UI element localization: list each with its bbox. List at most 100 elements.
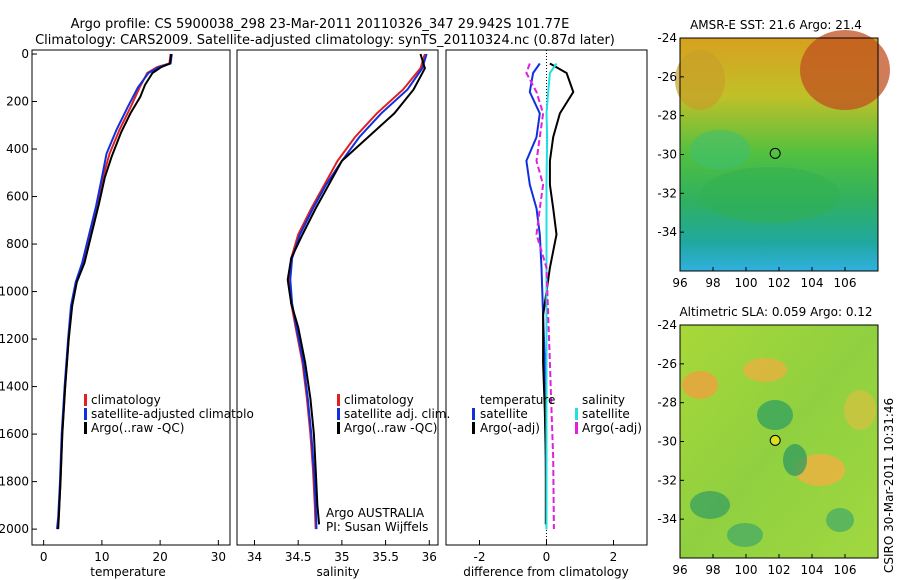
map-y-tick-label: -24 [657, 31, 677, 45]
series-line-argo [542, 62, 575, 525]
map-x-tick-label: 96 [672, 563, 687, 577]
sst-map-panel: AMSR-E SST: 21.6 Argo: 21.4 96 98 100 102 10… [657, 18, 890, 290]
legend-swatch-temp-satellite [472, 408, 475, 420]
sla-high-anomaly [844, 390, 876, 430]
legend-swatch-salt-satellite [575, 408, 578, 420]
depth-tick-label: 400 [6, 142, 29, 156]
series-line-argo [286, 53, 426, 525]
x-tick-label: -2 [474, 550, 486, 564]
figure-title-line1: Argo profile: CS 5900038_298 23-Mar-2011… [71, 17, 570, 32]
difference-xlabel: difference from climatology [463, 565, 629, 579]
series-line-climatology [288, 53, 426, 530]
sst-map-axes: 96 98 100 102 104 106 -24 -26 -28 -30 -32 -34 [657, 31, 856, 290]
depth-tick-label: 200 [6, 95, 29, 109]
map-y-tick-label: -28 [657, 396, 677, 410]
sla-high-anomaly [682, 371, 718, 399]
depth-axis: 0 200 400 600 800 1000 1200 1400 1600 1800 2000 [0, 47, 37, 536]
depth-tick-label: 1600 [0, 427, 29, 441]
map-x-tick-label: 98 [705, 276, 720, 290]
depth-tick-label: 1000 [0, 285, 29, 299]
difference-x-axis: -2 0 2 [474, 540, 618, 564]
x-tick-label: 20 [152, 550, 167, 564]
temperature-legend: climatology satellite-adjusted climatolo… [84, 393, 254, 435]
depth-tick-label: 1200 [0, 332, 29, 346]
series-line-salt_sat [545, 62, 558, 530]
map-y-tick-label: -32 [657, 186, 677, 200]
temperature-series [56, 53, 173, 530]
legend-swatch-argo [84, 422, 87, 434]
legend-label-temp-satellite: satellite [480, 407, 528, 421]
temperature-xlabel: temperature [90, 565, 165, 579]
sst-map-title: AMSR-E SST: 21.6 Argo: 21.4 [690, 18, 862, 32]
legend-swatch-climatology [84, 394, 87, 406]
map-y-tick-label: -30 [657, 435, 677, 449]
series-line-salt_argo [525, 63, 555, 530]
map-x-tick-label: 100 [735, 563, 758, 577]
map-x-tick-label: 104 [801, 276, 824, 290]
legend-label-temp-argo: Argo(-adj) [480, 421, 540, 435]
salinity-axes-box [236, 49, 439, 546]
sla-high-anomaly [795, 454, 845, 486]
difference-panel: -2 0 2 difference from climatology tempera… [445, 49, 648, 579]
sla-low-anomaly [757, 400, 793, 430]
series-line-argo [57, 53, 173, 530]
sla-low-anomaly [727, 523, 763, 547]
legend-label-salt-argo: Argo(-adj) [582, 421, 642, 435]
x-tick-label: 0 [40, 550, 48, 564]
x-tick-label: 30 [211, 550, 226, 564]
x-tick-label: 34.5 [285, 550, 312, 564]
series-line-satellite [525, 62, 548, 530]
map-x-tick-label: 106 [834, 563, 857, 577]
legend-swatch-argo [337, 422, 340, 434]
map-y-tick-label: -34 [657, 225, 677, 239]
difference-legend: temperature satellite Argo(-adj) salinit… [472, 393, 642, 435]
sla-low-anomaly [690, 491, 730, 519]
salinity-series [286, 53, 428, 530]
x-tick-label: 34 [247, 550, 262, 564]
map-y-tick-label: -32 [657, 473, 677, 487]
sst-cool-region [700, 167, 840, 223]
sst-warm-region [675, 50, 725, 110]
x-tick-label: 2 [610, 550, 618, 564]
salinity-x-axis: 34 34.5 35 35.5 36 [247, 540, 437, 564]
sla-map-axes: 96 98 100 102 104 106 -24 -26 -28 -30 -32 -34 [657, 318, 856, 577]
legend-swatch-satellite [84, 408, 87, 420]
legend-swatch-salt-argo [575, 422, 578, 434]
sst-warm-region [800, 30, 890, 110]
sla-map-panel: Altimetric SLA: 0.059 Argo: 0.12 96 98 100… [657, 305, 879, 577]
map-y-tick-label: -30 [657, 148, 677, 162]
temperature-axes-box [31, 49, 231, 546]
salinity-xlabel: salinity [316, 565, 359, 579]
series-line-satellite [289, 53, 428, 530]
x-tick-label: 36 [422, 550, 437, 564]
depth-tick-label: 800 [6, 237, 29, 251]
pi-annotation: PI: Susan Wijffels [326, 520, 428, 534]
footer-stamp: CSIRO 30-Mar-2011 10:31:46 [882, 398, 896, 573]
salinity-panel: 34 34.5 35 35.5 36 salinity climatology sate… [236, 49, 450, 579]
argo-location-marker [769, 434, 781, 446]
map-x-tick-label: 98 [705, 563, 720, 577]
x-tick-label: 0 [543, 550, 551, 564]
figure-title-line2: Climatology: CARS2009. Satellite-adjuste… [35, 33, 615, 48]
map-x-tick-label: 96 [672, 276, 687, 290]
sst-cool-eddy [690, 130, 750, 170]
depth-tick-label: 1400 [0, 380, 29, 394]
sla-high-anomaly [743, 358, 787, 382]
map-y-tick-label: -28 [657, 109, 677, 123]
legend-label-satellite: satellite-adjusted climatolo [91, 407, 254, 421]
map-x-tick-label: 102 [768, 563, 791, 577]
map-x-tick-label: 106 [834, 276, 857, 290]
legend-label-satellite: satellite adj. clim. [344, 407, 450, 421]
depth-tick-label: 2000 [0, 522, 29, 536]
legend-title-salinity: salinity [582, 393, 625, 407]
map-x-tick-label: 104 [801, 563, 824, 577]
map-y-tick-label: -34 [657, 512, 677, 526]
legend-label-climatology: climatology [344, 393, 414, 407]
map-y-tick-label: -24 [657, 318, 677, 332]
salinity-legend: climatology satellite adj. clim. Argo(..… [337, 393, 450, 435]
map-y-tick-label: -26 [657, 357, 677, 371]
depth-tick-label: 0 [21, 47, 29, 61]
map-y-tick-label: -26 [657, 70, 677, 84]
sla-map-title: Altimetric SLA: 0.059 Argo: 0.12 [679, 305, 872, 319]
